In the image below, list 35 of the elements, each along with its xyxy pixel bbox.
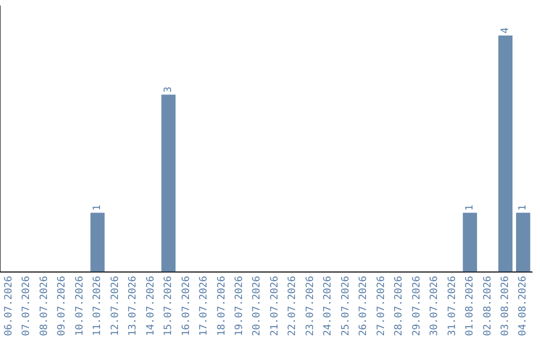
data-label: 1	[464, 204, 476, 211]
x-tick-label: 27.07.2026	[376, 276, 387, 336]
x-tick-label: 24.07.2026	[322, 276, 334, 336]
x-tick-label: 02.08.2026	[482, 276, 494, 336]
x-tick-label: 25.07.2026	[340, 276, 352, 336]
x-tick-label: 29.07.2026	[411, 276, 422, 336]
x-tick-label: 30.07.2026	[429, 276, 440, 336]
x-tick-label: 09.07.2026	[56, 276, 68, 336]
x-tick-label: 13.07.2026	[128, 276, 139, 336]
x-tick-label: 14.07.2026	[145, 276, 156, 336]
data-label: 3	[163, 86, 174, 93]
x-tick-label: 15.07.2026	[163, 276, 174, 336]
x-tick-label: 16.07.2026	[180, 276, 192, 336]
data-label: 1	[92, 204, 104, 211]
x-tick-label: 19.07.2026	[234, 276, 245, 336]
x-tick-label: 12.07.2026	[110, 276, 121, 336]
x-tick-label: 21.07.2026	[269, 276, 280, 336]
x-tick-label: 04.08.2026	[518, 276, 529, 336]
x-tick-label: 18.07.2026	[216, 276, 228, 336]
x-tick-label: 10.07.2026	[74, 276, 86, 336]
x-tick-label: 03.08.2026	[500, 276, 511, 336]
x-tick-label: 28.07.2026	[394, 276, 405, 336]
data-label: 4	[500, 28, 511, 34]
x-tick-label: 08.07.2026	[38, 276, 50, 336]
data-label: 1	[518, 204, 529, 211]
x-tick-label: 17.07.2026	[198, 276, 210, 336]
x-tick-label: 31.07.2026	[446, 276, 458, 336]
x-tick-label: 01.08.2026	[464, 276, 476, 336]
x-tick-label: 07.07.2026	[21, 276, 32, 336]
x-tick-label: 06.07.2026	[3, 276, 14, 336]
x-tick-label: 26.07.2026	[358, 276, 370, 336]
x-tick-label: 11.07.2026	[92, 276, 104, 336]
x-tick-label: 23.07.2026	[304, 276, 316, 336]
x-tick-label: 22.07.2026	[287, 276, 298, 336]
x-tick-label: 20.07.2026	[252, 276, 263, 336]
